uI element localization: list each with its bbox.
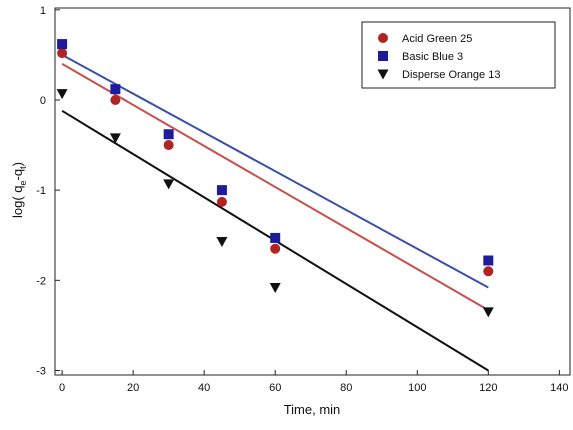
marker [216, 185, 227, 196]
x-tick-label: 120 [479, 382, 497, 394]
marker [482, 307, 494, 318]
legend-marker [378, 51, 388, 61]
y-label-part: log( q [10, 185, 25, 218]
marker [163, 140, 174, 151]
x-tick-label: 80 [340, 382, 352, 394]
legend-label: Disperse Orange 13 [402, 69, 500, 81]
marker [270, 243, 281, 254]
y-label-part: ) [10, 162, 25, 166]
marker [216, 237, 228, 248]
marker [483, 266, 494, 277]
marker [270, 232, 281, 243]
marker [269, 283, 281, 294]
plot-frame [54, 7, 571, 376]
marker [109, 133, 121, 144]
y-tick-label: -3 [36, 365, 46, 377]
marker [110, 94, 121, 105]
marker [163, 179, 175, 190]
marker [483, 255, 494, 266]
x-tick-label: 0 [59, 382, 65, 394]
legend: Acid Green 25 Basic Blue 3 Disperse Orange… [361, 21, 556, 89]
legend-box [361, 21, 556, 89]
fit-line [61, 63, 489, 311]
marker [110, 84, 121, 95]
y-tick-label: 1 [40, 5, 46, 17]
x-tick-label: 100 [408, 382, 426, 394]
legend-label: Basic Blue 3 [402, 51, 463, 63]
x-tick-label: 20 [127, 382, 139, 394]
y-axis-label: log( qe-qt) [10, 162, 28, 218]
x-tick-label: 40 [198, 382, 210, 394]
marker [163, 129, 174, 140]
y-tick-label: -1 [36, 185, 46, 197]
y-tick-label: 0 [40, 95, 46, 107]
marker [216, 196, 227, 207]
y-label-subscript: t [18, 166, 28, 169]
x-tick-label: 140 [550, 382, 568, 394]
x-tick-label: 60 [269, 382, 281, 394]
x-axis-label: Time, min [284, 402, 341, 417]
y-label-subscript: e [18, 180, 28, 185]
fit-line [61, 54, 489, 289]
y-label-part: -q [10, 169, 25, 181]
legend-marker [378, 33, 388, 43]
marker [57, 39, 68, 50]
legend-label: Acid Green 25 [402, 33, 472, 45]
marker [56, 89, 68, 100]
y-tick-label: -2 [36, 275, 46, 287]
legend-marker [377, 69, 389, 80]
marker [57, 48, 68, 59]
